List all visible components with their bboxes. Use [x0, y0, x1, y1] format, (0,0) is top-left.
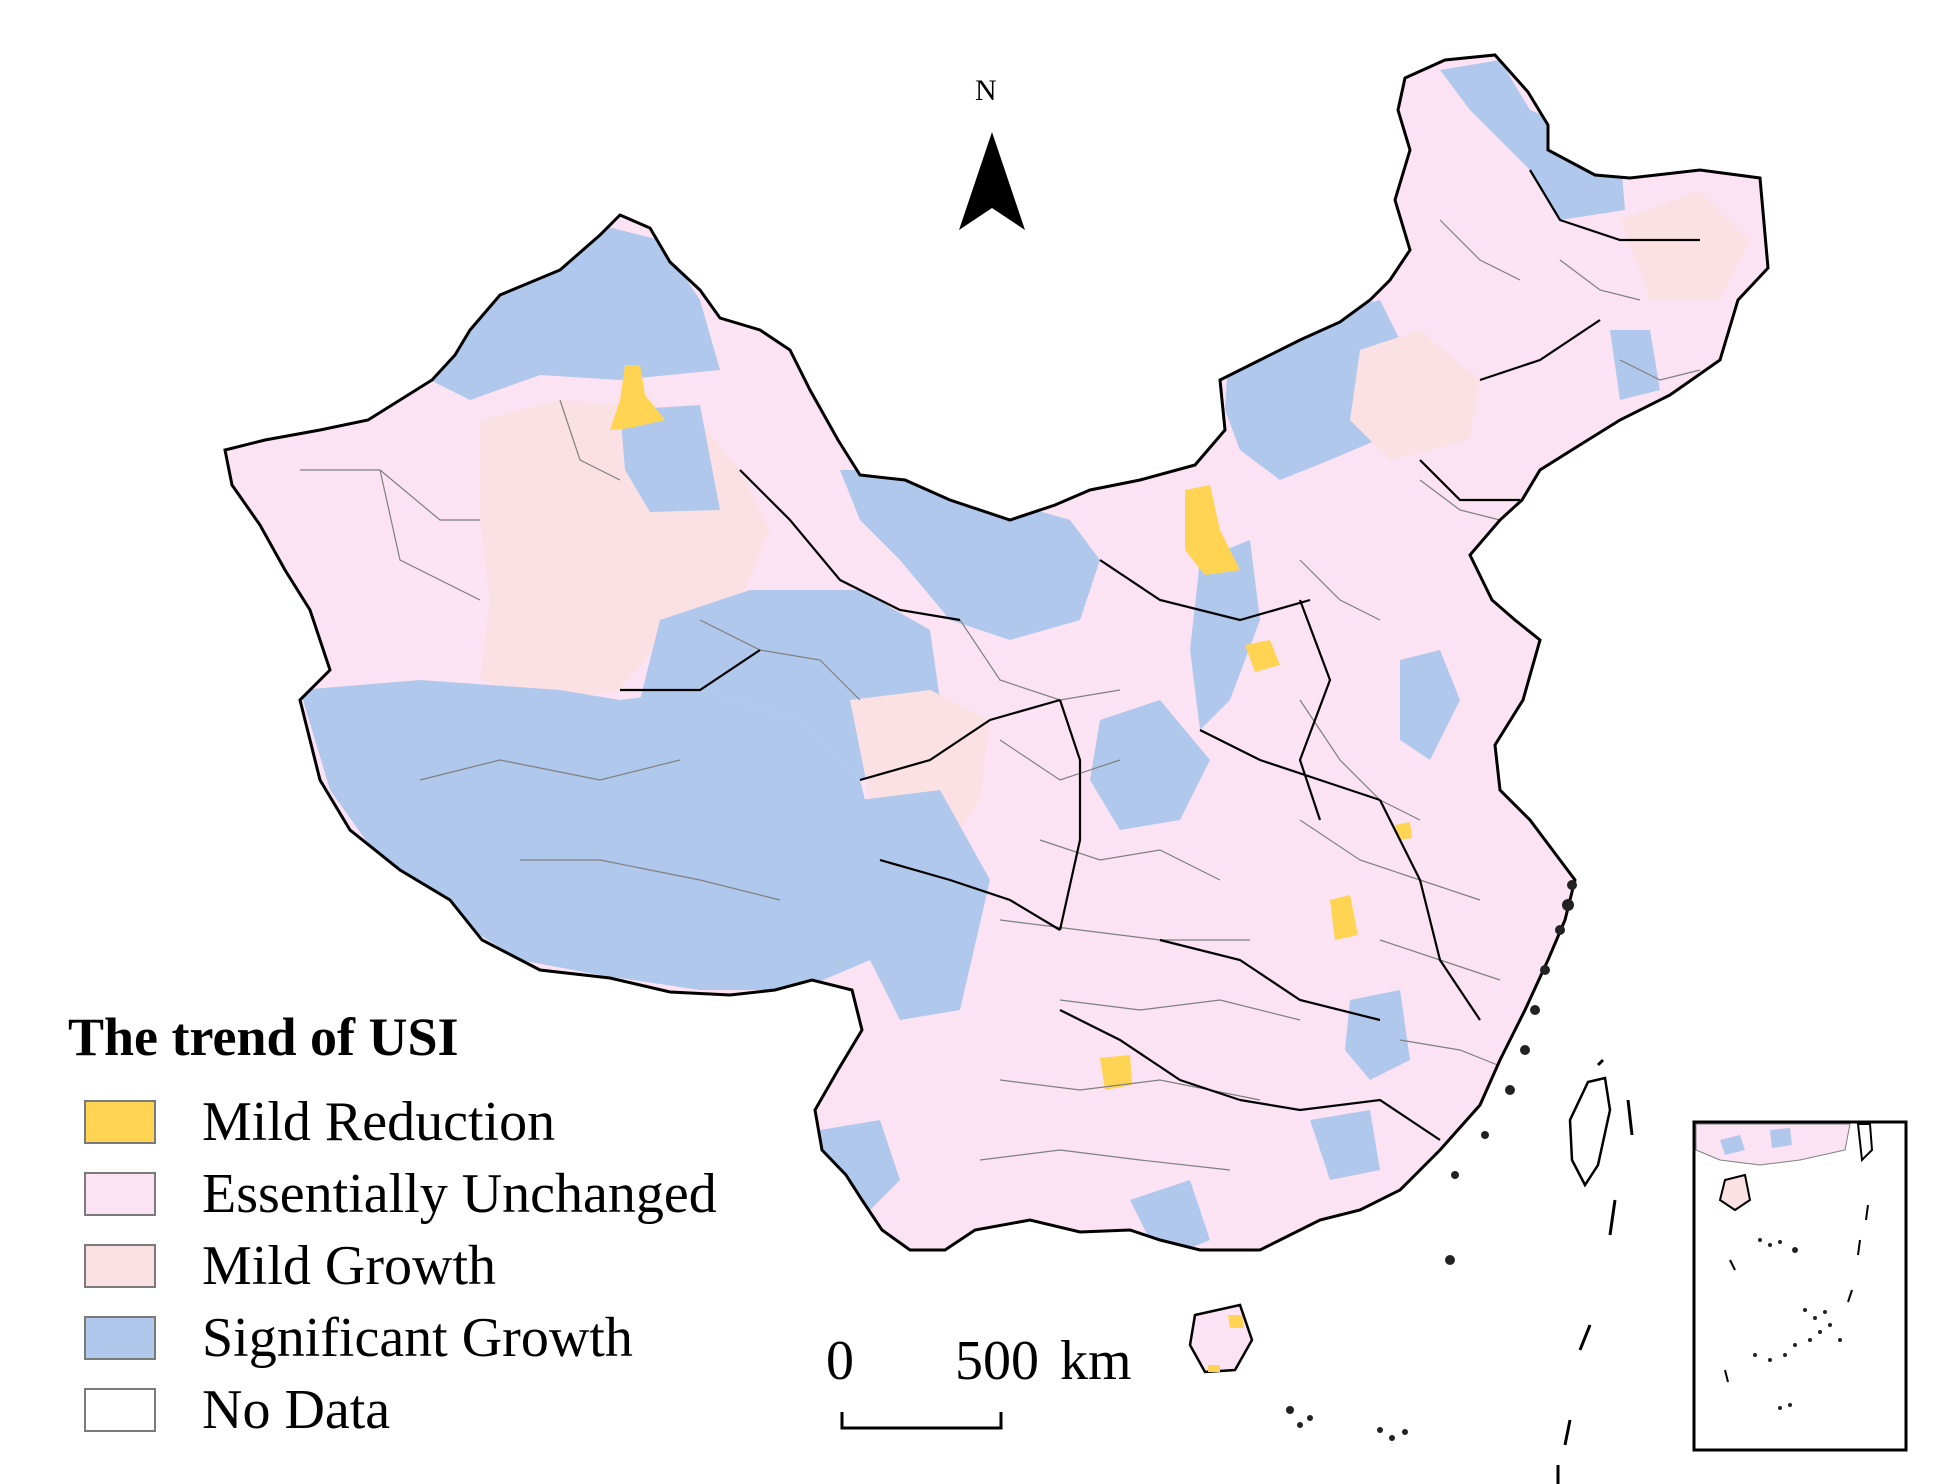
- north-arrow-icon: [959, 132, 1025, 230]
- region-heilongjiang-mild: [1620, 190, 1750, 300]
- scale-start-label: 0: [826, 1330, 854, 1392]
- region-reduction-guizhou: [1100, 1055, 1132, 1090]
- scale-end-label: 500: [955, 1330, 1039, 1392]
- legend-swatch: [84, 1100, 156, 1144]
- scale-unit-label: km: [1060, 1330, 1132, 1392]
- hainan-reduction: [1228, 1315, 1244, 1328]
- region-central-sig: [1090, 700, 1210, 830]
- south-sea-dashes: [1556, 1058, 1634, 1484]
- region-heilongjiang-north: [1440, 60, 1625, 220]
- region-liaoning-sig: [1610, 330, 1660, 400]
- region-reduction-hubei: [1330, 895, 1358, 940]
- legend-label: Essentially Unchanged: [202, 1163, 717, 1225]
- scale-bar: [840, 1412, 1003, 1430]
- legend-swatch: [84, 1388, 156, 1432]
- north-label: N: [975, 74, 997, 107]
- hainan-island: [1188, 1303, 1254, 1374]
- region-west-sichuan: [860, 790, 990, 1020]
- legend-label: Mild Growth: [202, 1235, 496, 1297]
- region-shandong-sig: [1400, 650, 1460, 760]
- region-tibet: [300, 680, 880, 990]
- region-guangdong-sig: [1310, 1110, 1380, 1180]
- legend-label: Mild Reduction: [202, 1091, 556, 1153]
- legend-title: The trend of USI: [68, 1007, 459, 1067]
- legend-swatch: [84, 1316, 156, 1360]
- region-shanxi-sig: [1190, 540, 1260, 730]
- coastal-islands: [1286, 880, 1577, 1441]
- taiwan-island: [1568, 1076, 1612, 1188]
- legend-swatch: [84, 1244, 156, 1288]
- south-sea-inset: [1692, 1120, 1908, 1452]
- region-reduction-inner-mongolia: [1185, 485, 1240, 575]
- region-reduction-xinjiang: [610, 365, 665, 430]
- region-inner-mongolia-mild: [1350, 330, 1480, 460]
- region-east-xinjiang: [620, 370, 840, 520]
- internal-boundaries: [300, 219, 1701, 1171]
- region-hunan-sig: [1345, 990, 1410, 1080]
- region-north-xinjiang: [430, 225, 720, 400]
- region-reduction-henan: [1395, 822, 1412, 840]
- region-urumqi-sig: [620, 405, 720, 512]
- region-reduction-shanxi: [1245, 640, 1280, 672]
- province-boundaries: [620, 169, 1700, 1141]
- legend-label: Significant Growth: [202, 1307, 633, 1369]
- hainan-reduction-south: [1208, 1365, 1220, 1372]
- legend-swatch: [84, 1172, 156, 1216]
- legend-label: No Data: [202, 1379, 391, 1441]
